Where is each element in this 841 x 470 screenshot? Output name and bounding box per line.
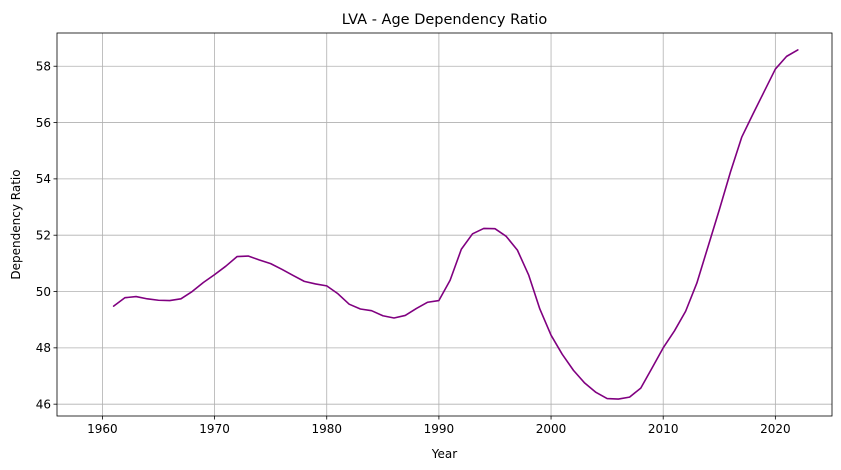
y-tick-label: 58: [36, 60, 51, 74]
plot-frame: [56, 32, 833, 417]
series-layer: [112, 49, 799, 400]
x-tick-label: 1970: [199, 422, 230, 436]
y-tick-label: 46: [36, 397, 51, 411]
x-tick-label: 2020: [760, 422, 791, 436]
x-tick-label: 1960: [87, 422, 118, 436]
x-tick-label: 2000: [536, 422, 567, 436]
x-tick-label: 2010: [648, 422, 679, 436]
y-tick-label: 54: [36, 172, 51, 186]
chart-title: LVA - Age Dependency Ratio: [342, 12, 548, 28]
y-tick-label: 56: [36, 116, 51, 130]
x-tick-label: 1990: [424, 422, 455, 436]
x-axis-title: Year: [431, 447, 457, 461]
x-tick-label: 1980: [311, 422, 342, 436]
y-tick-label: 48: [36, 341, 51, 355]
grid: [57, 33, 832, 416]
series-line: [112, 49, 799, 400]
y-tick-label: 52: [36, 229, 51, 243]
y-tick-label: 50: [36, 285, 51, 299]
y-axis: 46 48 50 52 54 56 58: [36, 60, 57, 411]
x-axis: 1960 1970 1980 1990 2000 2010 2020: [87, 416, 791, 436]
y-axis-title: Dependency Ratio: [9, 169, 23, 279]
